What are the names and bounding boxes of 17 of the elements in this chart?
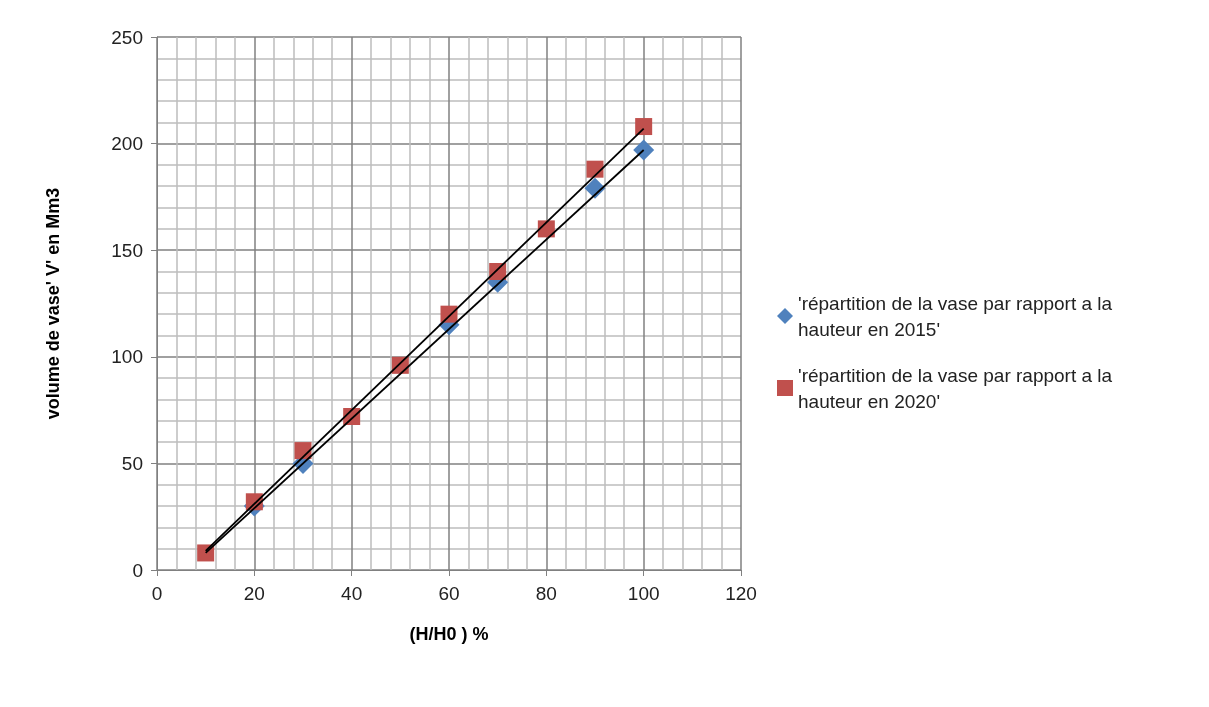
- y-tick-label: 150: [111, 239, 143, 261]
- x-tick-label: 20: [243, 583, 265, 604]
- x-tick-label: 60: [438, 583, 460, 604]
- y-tick-label: 0: [132, 559, 143, 581]
- x-tick-label: 100: [627, 583, 660, 604]
- x-tick-label: 80: [535, 583, 557, 604]
- x-axis-title: (H/H0 ) %: [409, 624, 489, 644]
- x-tick-label: 40: [341, 583, 363, 604]
- x-tick-label: 120: [725, 583, 757, 604]
- legend-label: 'répartition de la vase par rapport a la hauteur en 2020': [798, 364, 1118, 412]
- x-tick-label: 0: [151, 583, 163, 604]
- y-axis-title: volume de vase' V' en Mm3: [43, 187, 63, 420]
- y-tick-label: 200: [111, 133, 143, 155]
- y-tick-label: 100: [111, 346, 143, 368]
- legend-label: 'répartition de la vase par rapport a la hauteur en 2015': [798, 292, 1118, 340]
- y-tick-label: 250: [111, 26, 143, 48]
- y-tick-label: 50: [121, 452, 143, 474]
